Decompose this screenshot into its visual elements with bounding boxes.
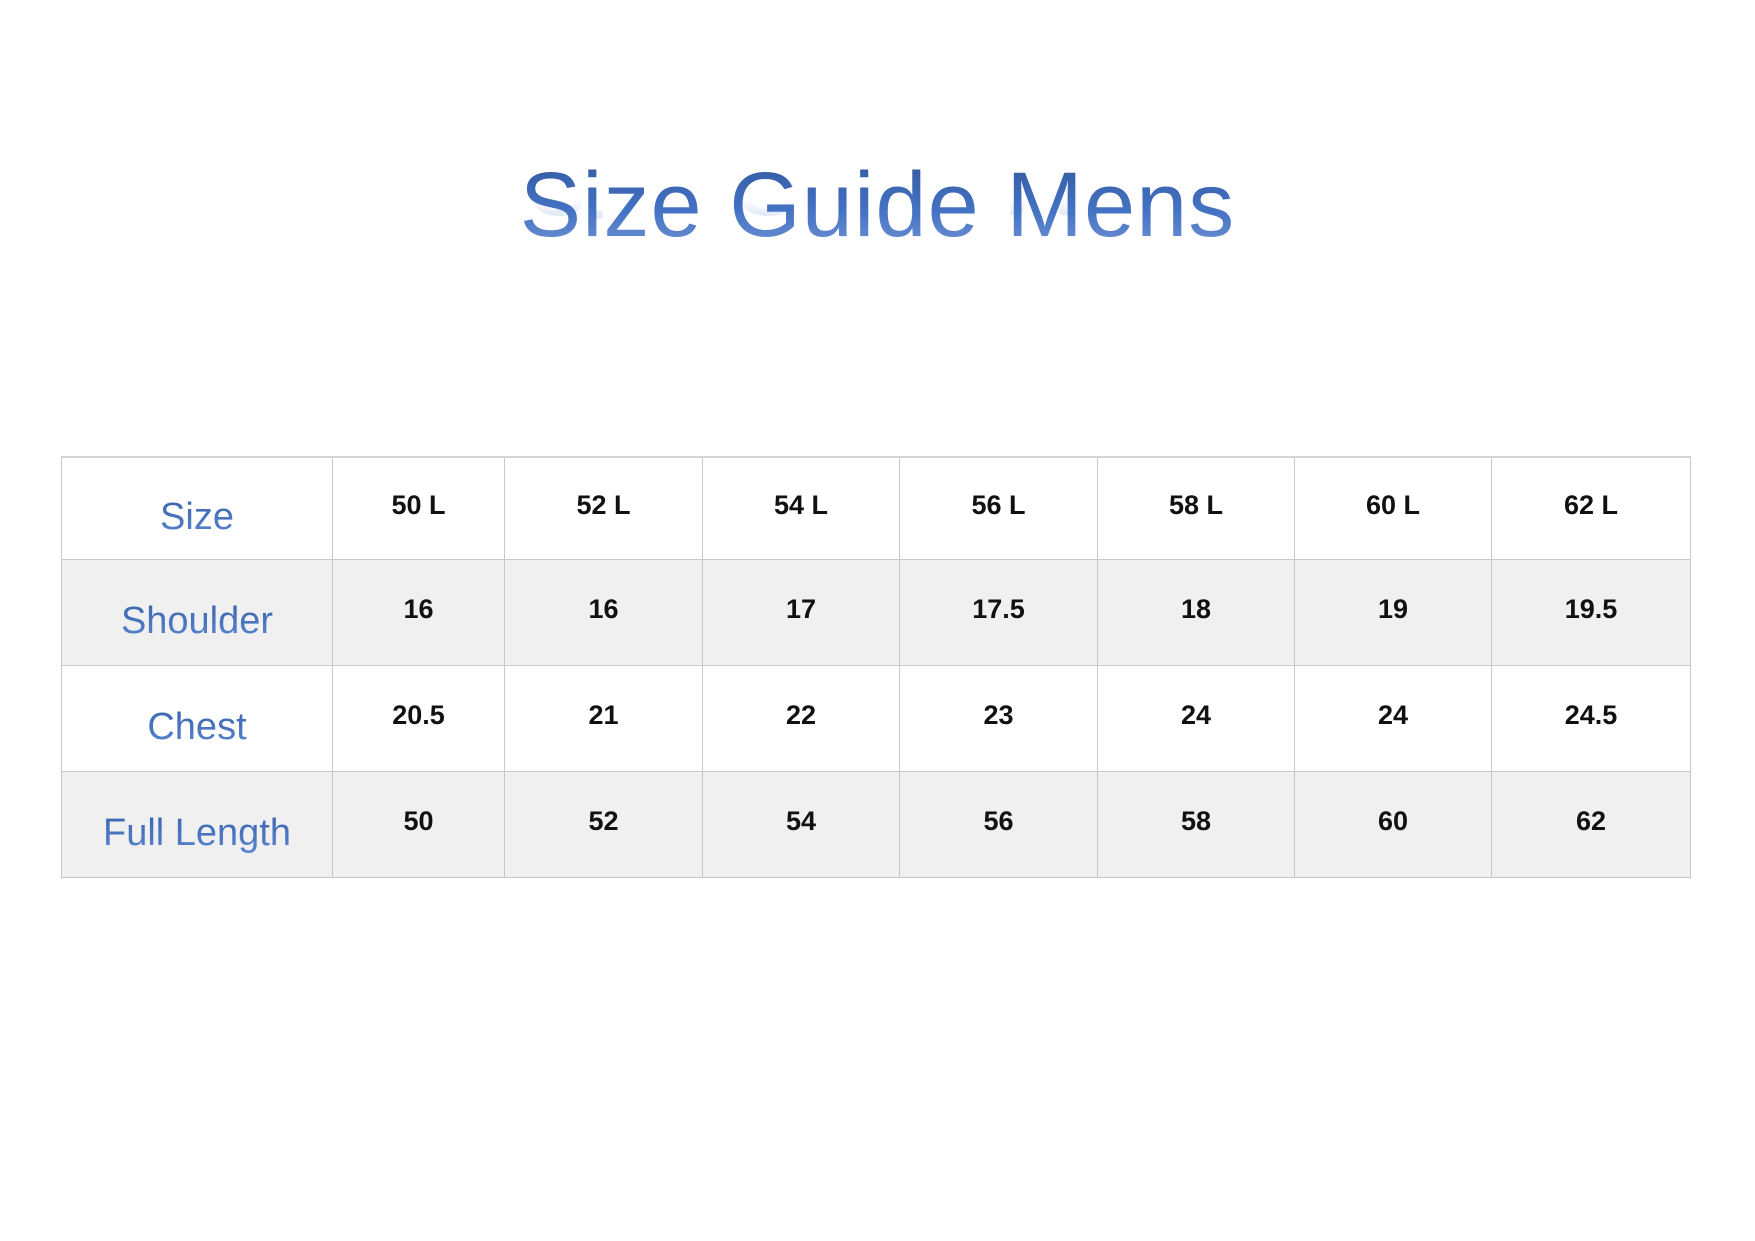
table-cell: 24	[1097, 665, 1295, 772]
table-cell: 19.5	[1491, 559, 1691, 666]
size-cell: 58 L	[1097, 456, 1295, 560]
size-table: Size 50 L 52 L 54 L 56 L 58 L 60 L 62 L …	[61, 456, 1691, 878]
table-cell: 58	[1097, 771, 1295, 878]
size-cell: 60 L	[1294, 456, 1492, 560]
table-cell: 62	[1491, 771, 1691, 878]
row-label: Full Length	[61, 771, 333, 878]
title-block: Size Guide Mens Size Guide Mens	[0, 150, 1755, 278]
table-cell: 17.5	[899, 559, 1098, 666]
row-label: Shoulder	[61, 559, 333, 666]
table-cell: 16	[332, 559, 505, 666]
row-label: Chest	[61, 665, 333, 772]
size-cell: 54 L	[702, 456, 900, 560]
table-cell: 16	[504, 559, 703, 666]
table-cell: 50	[332, 771, 505, 878]
table-cell: 56	[899, 771, 1098, 878]
table-row-chest: Chest 20.5 21 22 23 24 24 24.5	[61, 665, 1691, 772]
title-reflection: Size Guide Mens	[0, 198, 1755, 238]
table-cell: 54	[702, 771, 900, 878]
table-cell: 18	[1097, 559, 1295, 666]
table-cell: 20.5	[332, 665, 505, 772]
table-cell: 52	[504, 771, 703, 878]
table-cell: 60	[1294, 771, 1492, 878]
page-title: Size Guide Mens	[520, 150, 1236, 260]
size-cell: 52 L	[504, 456, 703, 560]
table-cell: 22	[702, 665, 900, 772]
table-cell: 24	[1294, 665, 1492, 772]
size-cell: 50 L	[332, 456, 505, 560]
table-row-full-length: Full Length 50 52 54 56 58 60 62	[61, 771, 1691, 878]
table-cell: 19	[1294, 559, 1492, 666]
table-row-shoulder: Shoulder 16 16 17 17.5 18 19 19.5	[61, 559, 1691, 666]
table-cell: 21	[504, 665, 703, 772]
row-label: Size	[61, 456, 333, 560]
table-cell: 17	[702, 559, 900, 666]
header-row: Size 50 L 52 L 54 L 56 L 58 L 60 L 62 L	[61, 456, 1691, 560]
size-cell: 62 L	[1491, 456, 1691, 560]
size-cell: 56 L	[899, 456, 1098, 560]
table-cell: 23	[899, 665, 1098, 772]
table-cell: 24.5	[1491, 665, 1691, 772]
